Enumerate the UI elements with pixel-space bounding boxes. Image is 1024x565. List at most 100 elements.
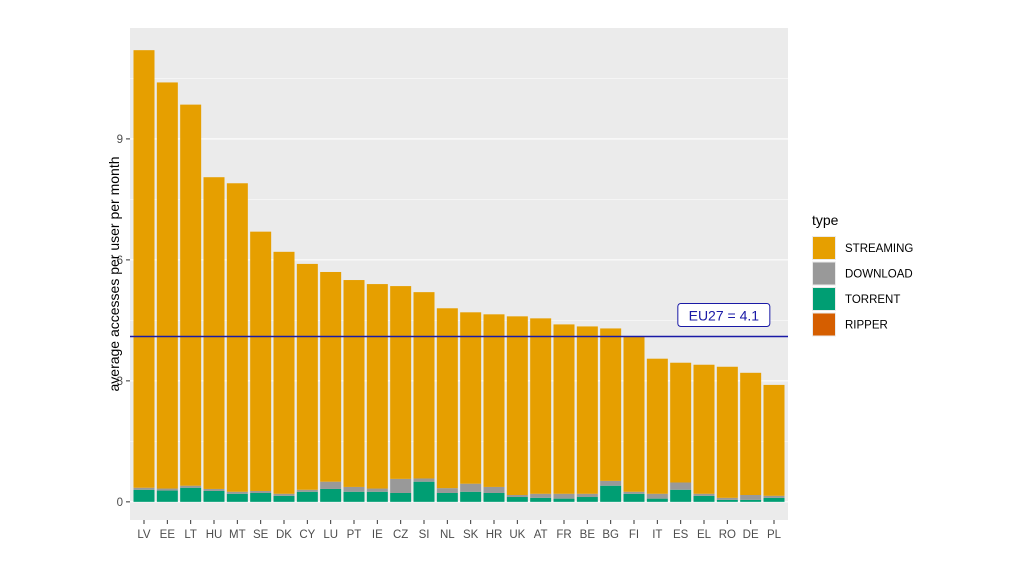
x-tick-label-dk: DK [276,529,292,541]
bar-segment-streaming-nl [436,308,458,489]
x-tick-label-lv: LV [137,529,151,541]
bar-segment-download-sk [460,483,482,492]
x-tick-label-nl: NL [440,529,455,541]
x-axis: LV EE LT HU MT SE DK CY LU PT IE CZ SI NL SK HR UK AT FR BE… [137,520,782,541]
bar-segment-streaming-uk [506,316,528,495]
bar-segment-torrent-lt [180,487,202,502]
bar-segment-torrent-lu [320,488,342,502]
y-axis-title: average accesses per user per month [106,156,122,391]
bar-segment-download-se [250,490,272,493]
bar-segment-streaming-de [740,372,762,495]
legend-label-download: DOWNLOAD [845,269,913,281]
bar-segment-torrent-be [576,497,598,502]
bar-segment-streaming-sk [460,312,482,484]
bar-segment-streaming-se [250,231,272,491]
bar-segment-torrent-at [530,497,552,502]
x-tick-label-fi: FI [629,529,639,541]
bar-segment-torrent-lv [133,489,155,502]
bar-segment-download-mt [226,491,248,494]
bar-segment-download-fr [553,493,575,499]
legend-swatch-download [813,262,835,285]
x-tick-label-ro: RO [719,529,736,541]
bar-segment-streaming-pt [343,280,365,487]
bar-segment-streaming-it [646,358,668,494]
bar-segment-streaming-lu [320,271,342,482]
x-tick-label-ie: IE [372,529,383,541]
bar-segment-torrent-ro [716,499,738,502]
y-tick-label: 9 [117,134,123,146]
bar-segment-download-de [740,494,762,500]
legend-swatch-streaming [813,237,835,259]
x-tick-label-bg: BG [602,529,619,541]
y-tick-label: 0 [117,497,123,509]
x-tick-label-de: DE [743,529,759,541]
eu27-label: EU27 = 4.1 [689,308,760,324]
bar-segment-download-ie [366,488,388,492]
bar-segment-torrent-es [670,489,692,502]
bar-segment-streaming-es [670,362,692,483]
bar-segment-download-pl [763,495,785,498]
x-tick-label-mt: MT [229,529,246,541]
eu27-label-box: EU27 = 4.1 [677,303,771,328]
x-tick-label-el: EL [697,529,712,541]
bar-segment-download-si [413,478,435,482]
bar-segment-torrent-cy [296,491,318,502]
legend-title: type [812,212,839,228]
bar-segment-download-nl [436,488,458,493]
bars [133,50,785,502]
x-tick-label-ee: EE [160,529,176,541]
bar-segment-download-cz [390,478,412,493]
bar-segment-download-uk [506,494,528,498]
bar-segment-streaming-pl [763,384,785,496]
bar-segment-torrent-ee [156,490,178,502]
bar-segment-download-lu [320,481,342,489]
bar-segment-torrent-bg [600,485,622,502]
bar-segment-download-pt [343,486,365,492]
bar-segment-streaming-hu [203,177,225,489]
bar-segment-torrent-fi [623,493,645,502]
bar-segment-download-at [530,493,552,498]
bar-segment-streaming-el [693,364,715,494]
x-tick-label-sk: SK [463,529,479,541]
bar-segment-streaming-dk [273,251,295,494]
legend: type STREAMING DOWNLOAD TORRENT RIPPER [812,212,913,337]
eu27-label-frame [677,303,771,328]
x-tick-label-se: SE [253,529,269,541]
legend-label-streaming: STREAMING [845,243,913,255]
bar-segment-download-lv [133,487,155,490]
bar-segment-streaming-ie [366,284,388,489]
x-tick-label-lt: LT [184,529,197,541]
bar-segment-streaming-bg [600,328,622,481]
legend-label-torrent: TORRENT [845,294,900,306]
x-tick-label-hu: HU [206,529,223,541]
legend-label-ripper: RIPPER [845,320,888,332]
bar-segment-torrent-ie [366,491,388,502]
y-tick-label: 6 [117,255,123,267]
bar-segment-streaming-si [413,292,435,479]
bar-segment-streaming-cy [296,263,318,490]
bar-segment-torrent-it [646,498,668,502]
bar-segment-torrent-si [413,481,435,502]
bar-segment-download-bg [600,480,622,486]
bar-segment-streaming-lv [133,50,155,488]
bar-segment-streaming-mt [226,183,248,492]
x-tick-label-fr: FR [556,529,571,541]
bar-segment-streaming-be [576,326,598,494]
bar-segment-torrent-de [740,499,762,502]
bar-segment-download-ro [716,497,738,500]
bar-segment-download-ee [156,488,178,491]
y-axis: 0 3 6 9 [117,134,130,509]
bar-segment-streaming-lt [180,104,202,486]
x-tick-label-be: BE [580,529,596,541]
bar-segment-torrent-pl [763,497,785,502]
x-tick-label-pt: PT [347,529,362,541]
x-tick-label-hr: HR [486,529,503,541]
bar-segment-torrent-se [250,492,272,502]
bar-segment-torrent-hr [483,492,505,502]
bar-segment-torrent-fr [553,498,575,502]
bar-segment-download-hu [203,488,225,491]
bar-segment-torrent-dk [273,495,295,502]
x-tick-label-lu: LU [323,529,338,541]
bar-segment-torrent-mt [226,493,248,502]
bar-segment-streaming-hr [483,314,505,487]
